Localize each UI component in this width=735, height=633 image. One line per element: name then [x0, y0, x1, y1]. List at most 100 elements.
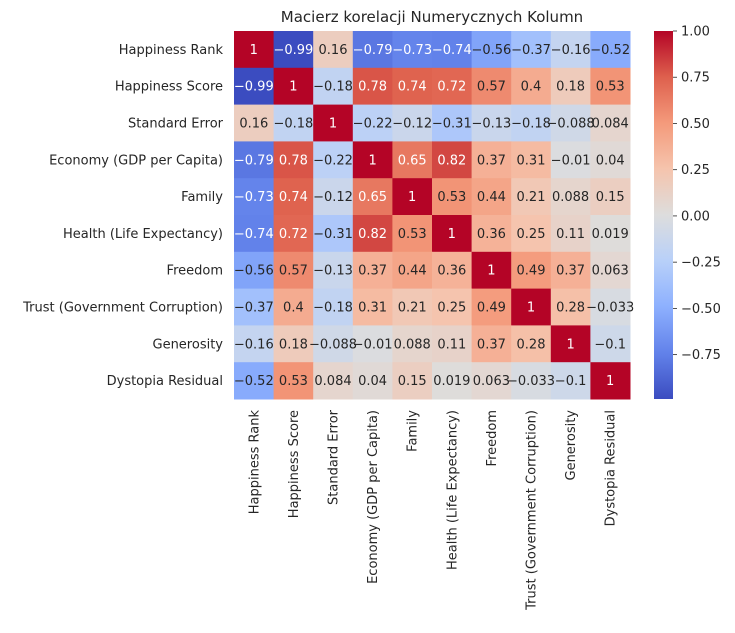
cell-value-label: −0.37 [511, 43, 551, 58]
y-tick-label: Economy (GDP per Capita) [49, 153, 223, 168]
x-tick-labels: Happiness Rank Happiness Score Standard Er… [247, 409, 618, 611]
heatmap-cell [590, 31, 631, 69]
heatmap-cell [471, 141, 512, 179]
heatmap-cell [590, 104, 631, 142]
cell-value-label: 0.53 [437, 190, 466, 205]
cell-value-label: 0.11 [437, 337, 466, 352]
cell-value-label: −0.73 [234, 190, 274, 205]
heatmap-cell [352, 215, 393, 253]
cell-value-label: −0.01 [551, 153, 591, 168]
y-tick-labels: Happiness Rank Happiness Score Standard Er… [22, 43, 224, 389]
heatmap-cell [590, 215, 631, 253]
cell-value-label: −0.56 [234, 264, 274, 279]
heatmap-cell [511, 288, 552, 326]
cell-value-label: −0.088 [309, 337, 357, 352]
cell-value-label: 1 [606, 374, 614, 389]
cell-value-label: 0.084 [314, 374, 351, 389]
cell-value-label: 0.78 [279, 153, 308, 168]
heatmap-cell [511, 362, 552, 400]
x-tick-label: Economy (GDP per Capita) [366, 410, 381, 584]
y-tick-label: Standard Error [128, 117, 224, 132]
cell-value-label: 1 [368, 153, 376, 168]
y-tick-label: Health (Life Expectancy) [63, 227, 223, 242]
heatmap-cell [511, 31, 552, 69]
cell-value-label: 0.4 [283, 301, 304, 316]
cell-value-label: 0.28 [556, 301, 585, 316]
cell-value-label: −0.16 [551, 43, 591, 58]
y-tick-label: Generosity [153, 337, 224, 352]
cell-value-label: −0.12 [313, 190, 353, 205]
y-tick-label: Trust (Government Corruption) [22, 301, 223, 316]
heatmap-cell [432, 67, 473, 106]
heatmap-cell [590, 288, 631, 326]
colorbar-tick-label: 1.00 [681, 25, 710, 40]
cell-value-label: −0.13 [471, 117, 511, 132]
heatmap-cell [313, 141, 354, 179]
heatmap-cell [471, 67, 512, 106]
heatmap-cell [352, 141, 393, 179]
x-tick-label: Trust (Government Corruption) [525, 410, 540, 611]
cell-value-label: 0.18 [279, 337, 308, 352]
cell-value-label: 0.74 [279, 190, 308, 205]
heatmap-cell [352, 31, 393, 69]
y-tick-label: Freedom [167, 264, 223, 279]
cell-value-label: 0.53 [596, 80, 625, 95]
cell-value-label: −0.01 [353, 337, 393, 352]
cell-value-label: 0.15 [596, 190, 625, 205]
heatmap-cell [550, 215, 591, 253]
cell-value-label: 0.37 [477, 337, 506, 352]
heatmap-cell [313, 67, 354, 106]
colorbar-tick-label: 0.50 [681, 117, 710, 132]
cell-value-label: 0.37 [358, 264, 387, 279]
cell-value-label: 0.82 [437, 153, 466, 168]
cell-value-label: 0.063 [592, 264, 629, 279]
colorbar: 1.00 0.75 0.50 0.25 0.00 −0.25 −0.50 −0.75 [654, 25, 721, 399]
cell-value-label: −0.18 [511, 117, 551, 132]
y-tick-label: Dystopia Residual [107, 374, 223, 389]
heatmap-cell [392, 104, 433, 142]
x-tick-label: Standard Error [327, 409, 342, 505]
cell-value-label: −0.18 [313, 80, 353, 95]
cell-value-label: −0.79 [234, 153, 274, 168]
heatmap-cell [432, 104, 473, 142]
heatmap-cell [392, 141, 433, 179]
cell-value-label: 0.019 [433, 374, 470, 389]
colorbar-tick-label: 0.75 [681, 71, 710, 86]
heatmap-cell [432, 178, 473, 216]
heatmap-cell [392, 215, 433, 253]
cell-value-label: −0.74 [432, 43, 472, 58]
cell-value-label: 0.44 [477, 190, 506, 205]
heatmap-cell [550, 325, 591, 363]
x-tick-label: Happiness Score [287, 410, 302, 518]
heatmap-annotations: 1 −0.99 0.16 −0.79 −0.73 −0.74 −0.56 −0.37 −0.16… [234, 43, 634, 389]
heatmap-cell [313, 362, 354, 400]
cell-value-label: 0.04 [596, 153, 625, 168]
cell-value-label: 1 [487, 264, 495, 279]
heatmap-cell [313, 325, 354, 363]
heatmap-cell [313, 31, 354, 69]
heatmap-cell [471, 215, 512, 253]
cell-value-label: 0.53 [279, 374, 308, 389]
heatmap-cell [590, 141, 631, 179]
cell-value-label: −0.73 [392, 43, 432, 58]
cell-value-label: 0.28 [517, 337, 546, 352]
x-tick-label: Health (Life Expectancy) [445, 410, 460, 570]
heatmap-cell [471, 178, 512, 216]
heatmap-cell [234, 215, 275, 253]
heatmap-cell [273, 325, 314, 363]
cell-value-label: 0.72 [279, 227, 308, 242]
cell-value-label: −0.79 [353, 43, 393, 58]
cell-value-label: 0.36 [477, 227, 506, 242]
heatmap-cell [432, 325, 473, 363]
cell-value-label: 0.088 [552, 190, 589, 205]
cell-value-label: 0.15 [398, 374, 427, 389]
heatmap-cell [234, 67, 275, 106]
heatmap-cell [273, 141, 314, 179]
cell-value-label: −0.99 [234, 80, 274, 95]
cell-value-label: 1 [448, 227, 456, 242]
cell-value-label: 0.25 [437, 301, 466, 316]
heatmap-cell [471, 251, 512, 290]
heatmap-cell [550, 31, 591, 69]
y-tick-label: Happiness Rank [119, 43, 224, 58]
